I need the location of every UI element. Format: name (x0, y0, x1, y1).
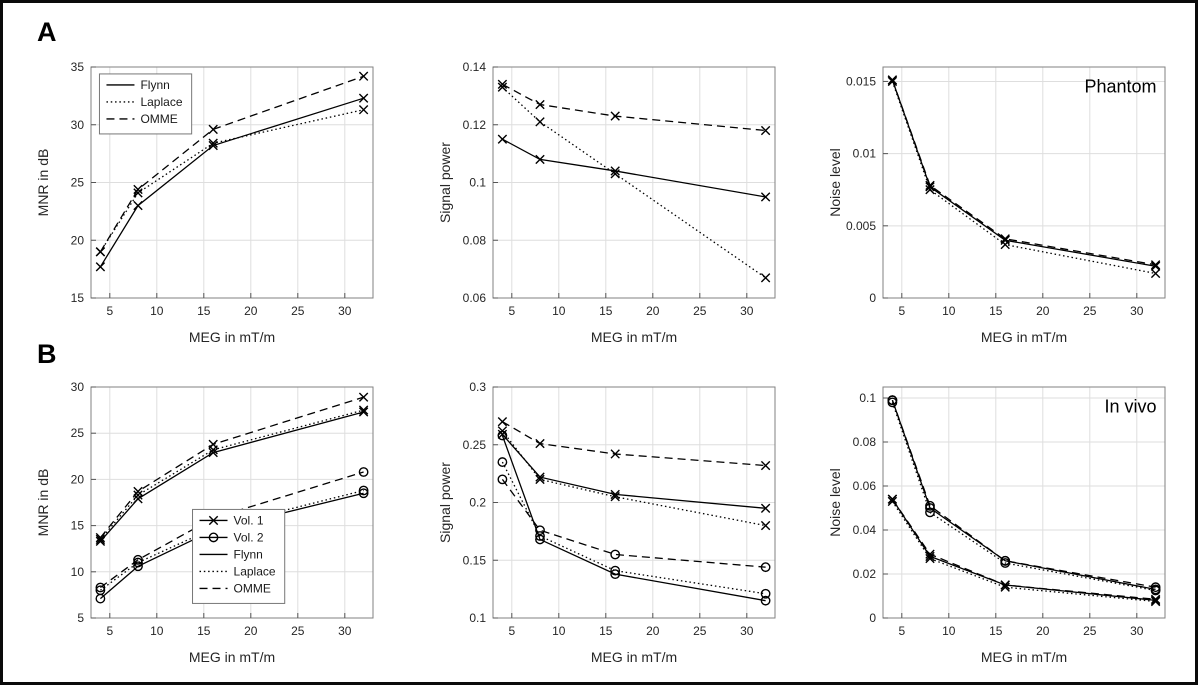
svg-text:15: 15 (989, 304, 1003, 318)
svg-text:MNR in dB: MNR in dB (35, 149, 51, 217)
svg-text:0.3: 0.3 (469, 380, 486, 394)
svg-text:0.14: 0.14 (463, 60, 487, 74)
svg-text:Signal power: Signal power (437, 142, 453, 223)
svg-text:25: 25 (291, 624, 305, 638)
svg-text:20: 20 (244, 304, 258, 318)
svg-text:MEG in mT/m: MEG in mT/m (591, 649, 677, 665)
chart-phantom-signal-power: 5 10 15 20 25 30 0.06 0.08 0.1 0.12 0.14 MEG in mT/… (437, 60, 776, 345)
svg-text:25: 25 (693, 624, 707, 638)
svg-text:30: 30 (338, 624, 352, 638)
svg-text:30: 30 (338, 304, 352, 318)
svg-text:15: 15 (197, 304, 211, 318)
svg-text:5: 5 (106, 304, 113, 318)
svg-text:15: 15 (71, 519, 85, 533)
svg-text:MEG in mT/m: MEG in mT/m (981, 329, 1067, 345)
svg-text:0.12: 0.12 (463, 118, 487, 132)
svg-text:MEG in mT/m: MEG in mT/m (189, 649, 275, 665)
svg-text:0: 0 (869, 611, 876, 625)
panel-b-label: B (37, 339, 57, 369)
svg-text:25: 25 (71, 176, 85, 190)
svg-text:MEG in mT/m: MEG in mT/m (189, 329, 275, 345)
svg-text:0.04: 0.04 (853, 523, 877, 537)
chart-invivo-noise-level: 5 10 15 20 25 30 0 0.02 0.04 0.06 0.08 0.1 MEG in mT… (827, 386, 1166, 665)
svg-text:0.1: 0.1 (469, 176, 486, 190)
chart-invivo-mnr: 5 10 15 20 25 30 5 10 15 20 25 30 MEG in mT/m MNR in … (35, 380, 374, 665)
svg-text:0.08: 0.08 (463, 233, 487, 247)
chart-phantom-mnr: 5 10 15 20 25 30 15 20 25 30 35 MEG in mT/m MNR in d… (35, 60, 374, 345)
svg-text:10: 10 (552, 304, 566, 318)
svg-text:30: 30 (71, 118, 85, 132)
svg-text:30: 30 (740, 624, 754, 638)
svg-text:0.06: 0.06 (853, 479, 877, 493)
svg-text:0.1: 0.1 (469, 611, 486, 625)
svg-text:5: 5 (508, 624, 515, 638)
svg-text:15: 15 (599, 624, 613, 638)
svg-text:In vivo: In vivo (1105, 396, 1157, 416)
svg-text:20: 20 (646, 624, 660, 638)
svg-text:30: 30 (1130, 624, 1144, 638)
svg-text:Signal power: Signal power (437, 462, 453, 543)
svg-text:Vol. 2: Vol. 2 (234, 530, 264, 544)
svg-text:MEG in mT/m: MEG in mT/m (981, 649, 1067, 665)
svg-text:Noise level: Noise level (827, 468, 843, 536)
svg-text:Flynn: Flynn (234, 547, 263, 561)
panel-a-label: A (37, 17, 57, 47)
svg-text:5: 5 (106, 624, 113, 638)
svg-text:25: 25 (1083, 624, 1097, 638)
svg-text:MNR in dB: MNR in dB (35, 469, 51, 537)
svg-text:20: 20 (1036, 624, 1050, 638)
svg-text:5: 5 (508, 304, 515, 318)
svg-text:25: 25 (693, 304, 707, 318)
svg-text:35: 35 (71, 60, 85, 74)
chart-phantom-noise-level: 5 10 15 20 25 30 0 0.005 0.01 0.015 MEG in mT/m Noi… (827, 66, 1166, 345)
svg-text:Laplace: Laplace (140, 95, 182, 109)
svg-text:0.1: 0.1 (859, 391, 876, 405)
svg-text:20: 20 (71, 233, 85, 247)
svg-text:0.2: 0.2 (469, 496, 486, 510)
svg-text:20: 20 (71, 472, 85, 486)
svg-text:25: 25 (291, 304, 305, 318)
svg-text:Vol. 1: Vol. 1 (234, 513, 264, 527)
svg-text:10: 10 (552, 624, 566, 638)
svg-text:Phantom: Phantom (1084, 76, 1156, 96)
svg-text:15: 15 (197, 624, 211, 638)
chart-invivo-signal-power: 5 10 15 20 25 30 0.1 0.15 0.2 0.25 0.3 MEG in mT/m S… (437, 380, 776, 665)
svg-text:0.25: 0.25 (463, 438, 487, 452)
svg-text:30: 30 (71, 380, 85, 394)
svg-text:0.005: 0.005 (846, 219, 876, 233)
svg-text:15: 15 (71, 291, 85, 305)
svg-text:0.15: 0.15 (463, 553, 487, 567)
svg-text:0.015: 0.015 (846, 74, 876, 88)
svg-text:5: 5 (77, 611, 84, 625)
svg-text:Flynn: Flynn (140, 78, 169, 92)
svg-text:20: 20 (244, 624, 258, 638)
svg-text:20: 20 (1036, 304, 1050, 318)
svg-text:5: 5 (898, 304, 905, 318)
svg-text:25: 25 (71, 426, 85, 440)
svg-text:10: 10 (942, 304, 956, 318)
svg-text:10: 10 (150, 304, 164, 318)
svg-text:0.06: 0.06 (463, 291, 487, 305)
svg-text:20: 20 (646, 304, 660, 318)
svg-text:15: 15 (989, 624, 1003, 638)
svg-text:10: 10 (150, 624, 164, 638)
svg-text:30: 30 (1130, 304, 1144, 318)
svg-text:MEG in mT/m: MEG in mT/m (591, 329, 677, 345)
svg-text:0.08: 0.08 (853, 435, 877, 449)
svg-text:Laplace: Laplace (234, 564, 276, 578)
svg-text:0: 0 (869, 291, 876, 305)
svg-text:15: 15 (599, 304, 613, 318)
svg-text:OMME: OMME (140, 112, 177, 126)
svg-text:0.01: 0.01 (853, 147, 877, 161)
svg-text:Noise level: Noise level (827, 148, 843, 216)
svg-text:25: 25 (1083, 304, 1097, 318)
svg-text:30: 30 (740, 304, 754, 318)
svg-text:OMME: OMME (234, 581, 271, 595)
svg-text:10: 10 (942, 624, 956, 638)
svg-text:5: 5 (898, 624, 905, 638)
svg-text:0.02: 0.02 (853, 567, 877, 581)
svg-text:10: 10 (71, 565, 85, 579)
